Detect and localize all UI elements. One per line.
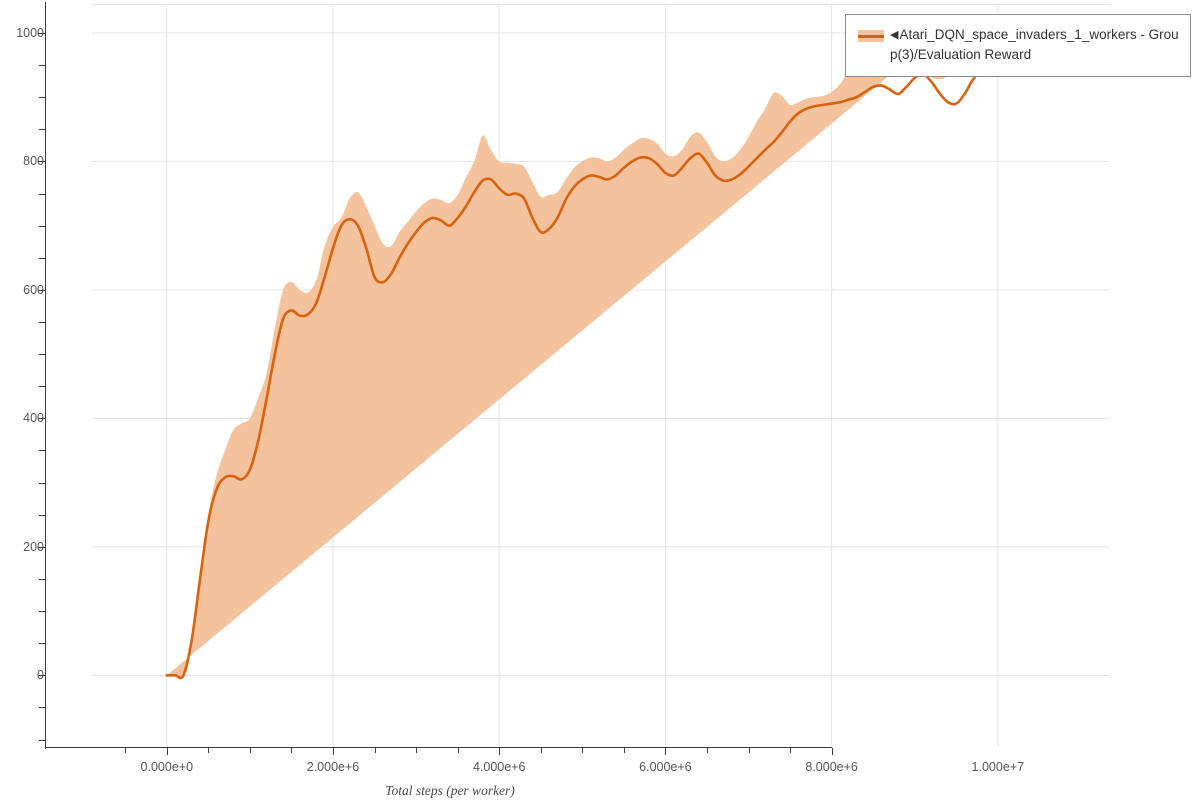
confidence-band [166, 20, 957, 679]
y-tick-mark [39, 611, 45, 613]
y-tick-mark [38, 546, 45, 548]
legend-entry[interactable]: ◀Atari_DQN_space_invaders_1_workers - Gr… [858, 25, 1180, 65]
y-tick-mark [39, 257, 45, 259]
x-tick-mark [540, 748, 542, 753]
x-tick-mark [748, 748, 750, 753]
y-tick-label: 200 [23, 539, 44, 554]
x-axis-spine [45, 747, 832, 748]
x-tick-mark [457, 748, 459, 753]
x-axis-title: Total steps (per worker) [385, 783, 515, 798]
series-layer [165, 20, 976, 680]
y-tick-label: 600 [23, 282, 44, 297]
x-tick-mark [499, 748, 501, 755]
y-tick-mark [39, 386, 45, 388]
legend-line-swatch [858, 35, 884, 38]
x-tick-mark [665, 748, 667, 755]
y-tick-mark [38, 289, 45, 291]
x-tick-mark [706, 748, 708, 753]
x-tick-mark [166, 748, 168, 755]
y-tick-mark [39, 193, 45, 195]
y-tick-mark [39, 225, 45, 227]
y-tick-mark [39, 129, 45, 131]
y-tick-mark [39, 65, 45, 67]
y-tick-mark [39, 514, 45, 516]
x-tick-label: 2.000e+6 [306, 760, 360, 774]
x-tick-mark [831, 748, 833, 755]
y-tick-mark [39, 578, 45, 580]
y-tick-mark [38, 32, 45, 34]
gridlines [92, 4, 1110, 746]
series-line [165, 72, 976, 680]
y-tick-mark [39, 450, 45, 452]
x-tick-mark [582, 748, 584, 753]
y-tick-label: 800 [23, 154, 44, 169]
legend-swatch [858, 27, 884, 45]
y-tick-mark [38, 675, 45, 677]
legend-series-name: Atari_DQN_space_invaders_1_workers - Gro… [890, 27, 1179, 62]
y-tick-label: 0 [37, 668, 44, 683]
x-tick-label: 6.000e+6 [639, 760, 692, 774]
x-tick-mark [623, 748, 625, 753]
legend-entry-label: ◀Atari_DQN_space_invaders_1_workers - Gr… [890, 25, 1180, 65]
y-tick-mark [39, 707, 45, 709]
x-tick-mark [790, 748, 792, 753]
y-tick-mark [39, 97, 45, 99]
y-tick-label: 400 [23, 411, 44, 426]
plot-area[interactable] [92, 4, 1110, 746]
x-tick-label: 1.000e+7 [971, 760, 1025, 774]
x-tick-mark [333, 748, 334, 755]
x-tick-label: 4.000e+6 [472, 760, 526, 774]
triangle-left-icon: ◀ [890, 29, 899, 41]
y-tick-mark [39, 482, 45, 484]
y-tick-mark [39, 322, 45, 323]
x-tick-mark [125, 748, 127, 753]
y-tick-mark [38, 418, 45, 420]
x-tick-mark [416, 748, 418, 753]
y-tick-mark [39, 354, 45, 356]
y-tick-label: 1000 [16, 25, 44, 40]
y-tick-mark [39, 643, 45, 645]
x-tick-label: 0.000e+0 [140, 760, 194, 774]
x-tick-mark [249, 748, 251, 753]
x-tick-mark [208, 748, 210, 753]
y-tick-mark [38, 161, 45, 163]
x-tick-mark [374, 748, 376, 753]
x-tick-mark [291, 748, 293, 753]
x-tick-label: 8.000e+6 [805, 760, 858, 774]
y-tick-mark [39, 739, 45, 741]
y-axis-spine [45, 2, 46, 749]
legend[interactable]: ◀Atari_DQN_space_invaders_1_workers - Gr… [845, 14, 1191, 77]
